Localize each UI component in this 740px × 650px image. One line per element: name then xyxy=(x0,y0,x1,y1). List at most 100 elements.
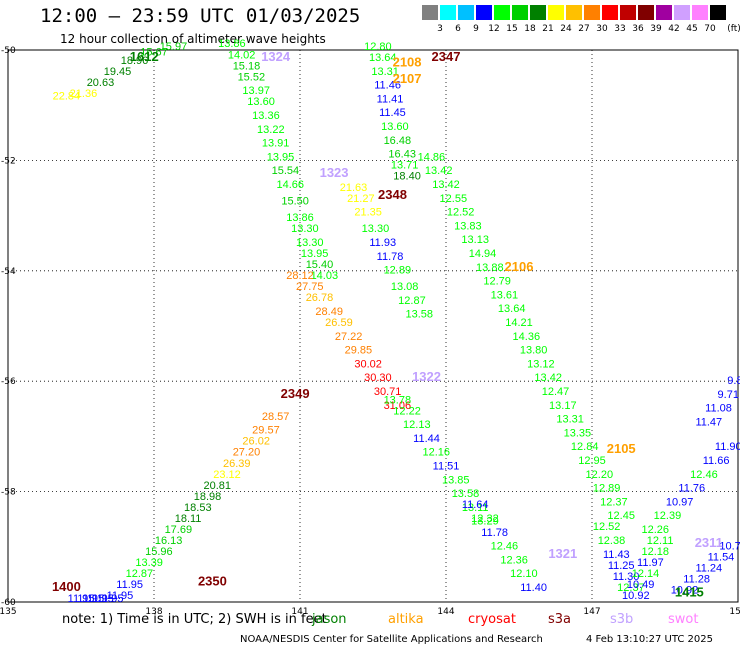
wave-height-value: 18.53 xyxy=(184,502,212,514)
wave-height-value: 12.32 xyxy=(471,513,499,525)
wave-height-value: 27.22 xyxy=(335,331,363,343)
wave-height-value: 13.39 xyxy=(135,557,163,569)
wave-height-value: 12.11 xyxy=(647,535,674,547)
wave-height-value: 11.08 xyxy=(705,403,732,415)
pass-time-label: 2105 xyxy=(607,441,636,456)
wave-height-value: 28.49 xyxy=(315,306,343,318)
wave-height-value: 11.64 xyxy=(462,499,489,511)
legend-label: 24 xyxy=(560,24,572,34)
legend-swatch xyxy=(512,5,528,20)
wave-height-value: 13.97 xyxy=(242,85,270,97)
satellite-label-s3a: s3a xyxy=(548,612,572,627)
legend-swatch xyxy=(548,5,564,20)
pass-time-label: 1321 xyxy=(548,546,577,561)
wave-height-value: 10.92 xyxy=(671,585,699,597)
legend-unit: (ft) xyxy=(727,24,740,34)
wave-height-value: 13.64 xyxy=(369,52,397,64)
wave-height-value: 30.30 xyxy=(364,372,392,384)
wave-height-value: 12.79 xyxy=(483,276,511,288)
wave-height-value: 9.82 xyxy=(727,375,740,387)
wave-height-value: 13.42 xyxy=(534,372,562,384)
wave-height-value: 26.39 xyxy=(223,458,251,470)
wave-height-value: 11.24 xyxy=(695,563,722,575)
wave-height-value: 12.47 xyxy=(542,386,570,398)
wave-height-value: 13.12 xyxy=(527,358,555,370)
wave-height-value: 14.36 xyxy=(513,331,541,343)
wave-height-value: 11.90 xyxy=(715,441,740,453)
wave-height-value: 12.39 xyxy=(654,510,682,522)
x-tick-label: 135 xyxy=(0,607,17,617)
wave-height-value: 11.76 xyxy=(678,483,705,495)
legend-swatch xyxy=(692,5,708,20)
wave-height-value: 13.60 xyxy=(247,96,275,108)
wave-height-value: 12.52 xyxy=(447,207,475,219)
wave-height-value: 30.71 xyxy=(374,386,402,398)
wave-height-value: 12.37 xyxy=(600,496,628,508)
wave-height-value: 28.12 xyxy=(286,270,314,282)
wave-height-value: 13.83 xyxy=(454,220,482,232)
wave-height-value: 13.64 xyxy=(498,303,526,315)
pass-time-label: 1322 xyxy=(412,369,441,384)
wave-height-value: 11.45 xyxy=(379,107,406,119)
legend-swatch xyxy=(476,5,492,20)
wave-height-value: 13.86 xyxy=(286,212,314,224)
wave-height-value: 13.35 xyxy=(564,427,592,439)
wave-height-value: 13.58 xyxy=(452,488,480,500)
wave-height-value: 11.78 xyxy=(377,251,404,263)
wave-height-value: 12.87 xyxy=(126,568,154,580)
pass-time-label: 1324 xyxy=(261,49,291,64)
wave-height-value: 12.80 xyxy=(364,41,392,53)
pass-time-label: 2349 xyxy=(281,386,310,401)
wave-height-value: 11.95 xyxy=(97,593,124,605)
legend-swatch xyxy=(440,5,456,20)
wave-height-value: 12.55 xyxy=(440,193,468,205)
legend-swatch xyxy=(458,5,474,20)
wave-height-value: 13.86 xyxy=(218,38,246,50)
wave-height-value: 11.93 xyxy=(369,237,396,249)
y-tick-label: -50 xyxy=(1,46,16,56)
legend-swatch xyxy=(584,5,600,20)
wave-height-value: 13.11 xyxy=(462,502,489,514)
wave-height-value: 15.67 xyxy=(140,47,168,59)
wave-height-value: 11.40 xyxy=(520,582,547,594)
legend-label: 3 xyxy=(437,24,443,34)
wave-height-value: 15.52 xyxy=(238,71,266,83)
wave-height-value: 13.29 xyxy=(471,516,499,528)
wave-height-value: 15.96 xyxy=(145,546,173,558)
wave-height-value: 13.95 xyxy=(267,151,295,163)
x-tick-label: 138 xyxy=(145,607,162,617)
wave-height-value: 21.36 xyxy=(70,88,98,100)
satellite-label-swot: swot xyxy=(668,612,699,627)
wave-height-value: 13.91 xyxy=(262,138,290,150)
wave-height-value: 18.40 xyxy=(393,171,421,183)
wave-height-value: 26.02 xyxy=(242,436,270,448)
wave-height-value: 18.11 xyxy=(175,513,202,525)
wave-height-value: 12.84 xyxy=(571,441,599,453)
pass-time-label: 2108 xyxy=(393,55,422,70)
wave-height-value: 18.96 xyxy=(121,55,149,67)
y-tick-label: -56 xyxy=(1,377,16,387)
wave-height-value: 14.86 xyxy=(418,151,446,163)
wave-height-value: 13.22 xyxy=(257,124,285,136)
wave-height-value: 20.63 xyxy=(87,77,115,89)
wave-height-value: 12.38 xyxy=(598,535,626,547)
x-tick-label: 147 xyxy=(583,607,600,617)
wave-height-value: 14.21 xyxy=(505,317,533,329)
x-tick-label: 141 xyxy=(291,607,308,617)
wave-height-value: 12.36 xyxy=(500,554,528,566)
wave-height-value: 12.20 xyxy=(586,469,614,481)
x-tick-label: 144 xyxy=(437,607,454,617)
wave-height-value: 16.13 xyxy=(155,535,183,547)
wave-height-value: 14.02 xyxy=(228,49,256,61)
wave-height-value: 11.28 xyxy=(683,574,710,586)
wave-height-value: 12.10 xyxy=(510,568,538,580)
wave-height-value: 13.08 xyxy=(391,281,419,293)
pass-time-label: 2311 xyxy=(695,535,723,550)
chart-subtitle: 12 hour collection of altimeter wave hei… xyxy=(60,32,326,46)
wave-height-value: 20.81 xyxy=(204,480,232,492)
pass-time-label: 2107 xyxy=(393,71,422,86)
wave-height-value: 29.85 xyxy=(345,345,373,357)
wave-height-value: 11.46 xyxy=(374,80,401,92)
wave-height-value: 13.30 xyxy=(362,223,390,235)
wave-height-value: 11.44 xyxy=(413,433,440,445)
